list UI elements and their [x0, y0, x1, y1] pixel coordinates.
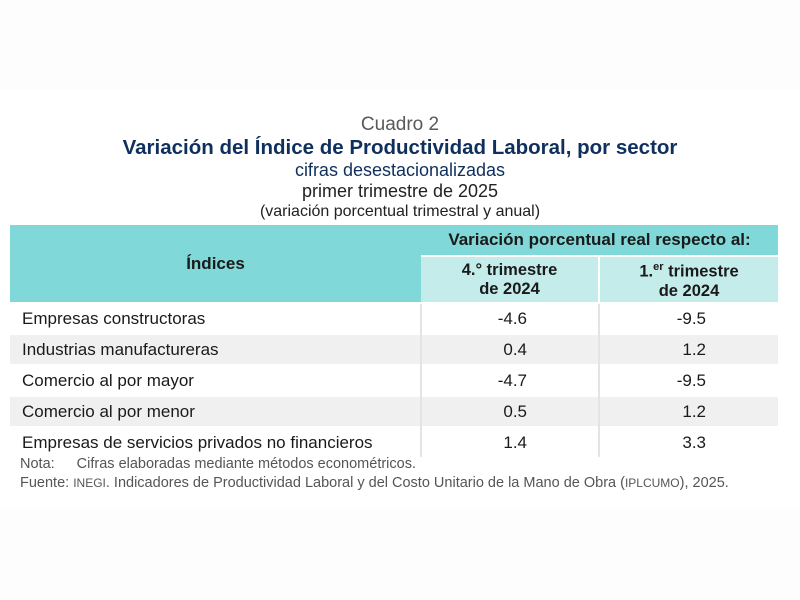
cell-annual: 3.3: [598, 426, 778, 457]
cell-annual: -9.5: [598, 364, 778, 396]
row-label: Comercio al por mayor: [10, 364, 421, 396]
note-text: Cifras elaboradas mediante métodos econo…: [76, 456, 416, 472]
cell-quarterly: 1.4: [420, 426, 599, 457]
table-notes: Nota: Cifras elaboradas mediante métodos …: [20, 455, 790, 493]
cell-quarterly: -4.7: [420, 364, 599, 396]
header-quarterly-label: 4.° trimestre: [461, 260, 558, 279]
cell-quarterly: -4.6: [420, 302, 599, 334]
source-label: Fuente:: [20, 475, 70, 491]
row-label: Empresas constructoras: [10, 302, 421, 334]
table-row: Industrias manufactureras 0.4 1.2: [10, 333, 778, 365]
cell-quarterly: 0.4: [420, 333, 599, 365]
header-variation-group: Variación porcentual real respecto al:: [421, 225, 778, 257]
table-row: Empresas de servicios privados no financ…: [10, 426, 778, 457]
table-period: primer trimestre de 2025: [301, 181, 499, 201]
source-inegi: INEGI: [73, 476, 106, 490]
note-label: Nota:: [20, 456, 55, 472]
header-annual-label: trimestre: [663, 262, 739, 281]
cell-annual: -9.5: [598, 302, 778, 334]
table-units: (variación porcentual trimestral y anual…: [259, 203, 541, 220]
cell-annual: 1.2: [598, 333, 778, 365]
header-annual-num: 1.: [639, 262, 654, 281]
header-annual-year: de 2024: [658, 281, 720, 300]
table-number: Cuadro 2: [360, 114, 440, 135]
source-iplcumo: IPLCUMO: [624, 476, 680, 490]
row-label: Industrias manufactureras: [10, 333, 421, 365]
table-title-block: Cuadro 2 Variación del Índice de Product…: [0, 114, 800, 221]
header-annual: 1.er trimestre de 2024: [598, 256, 778, 303]
header-annual-sup: er: [653, 261, 664, 274]
header-quarterly-year: de 2024: [479, 279, 540, 298]
note-line: Nota: Cifras elaboradas mediante métodos …: [20, 455, 790, 474]
header-quarterly: 4.° trimestre de 2024: [421, 256, 599, 303]
row-label: Empresas de servicios privados no financ…: [10, 426, 421, 457]
source-end: ), 2025.: [679, 475, 729, 491]
source-line: Fuente: INEGI. Indicadores de Productivi…: [20, 474, 790, 493]
cell-quarterly: 0.5: [420, 395, 599, 427]
header-indices: Índices: [10, 225, 421, 303]
table-subtitle: cifras desestacionalizadas: [294, 160, 506, 180]
row-label: Comercio al por menor: [10, 395, 421, 427]
source-text: . Indicadores de Productividad Laboral y…: [105, 475, 625, 491]
table-row: Empresas constructoras -4.6 -9.5: [10, 302, 778, 334]
productivity-table: Índices Variación porcentual real respec…: [10, 225, 778, 457]
table-row: Comercio al por mayor -4.7 -9.5: [10, 364, 778, 396]
table-title: Variación del Índice de Productividad La…: [122, 136, 678, 159]
table-row: Comercio al por menor 0.5 1.2: [10, 395, 778, 427]
cell-annual: 1.2: [598, 395, 778, 427]
